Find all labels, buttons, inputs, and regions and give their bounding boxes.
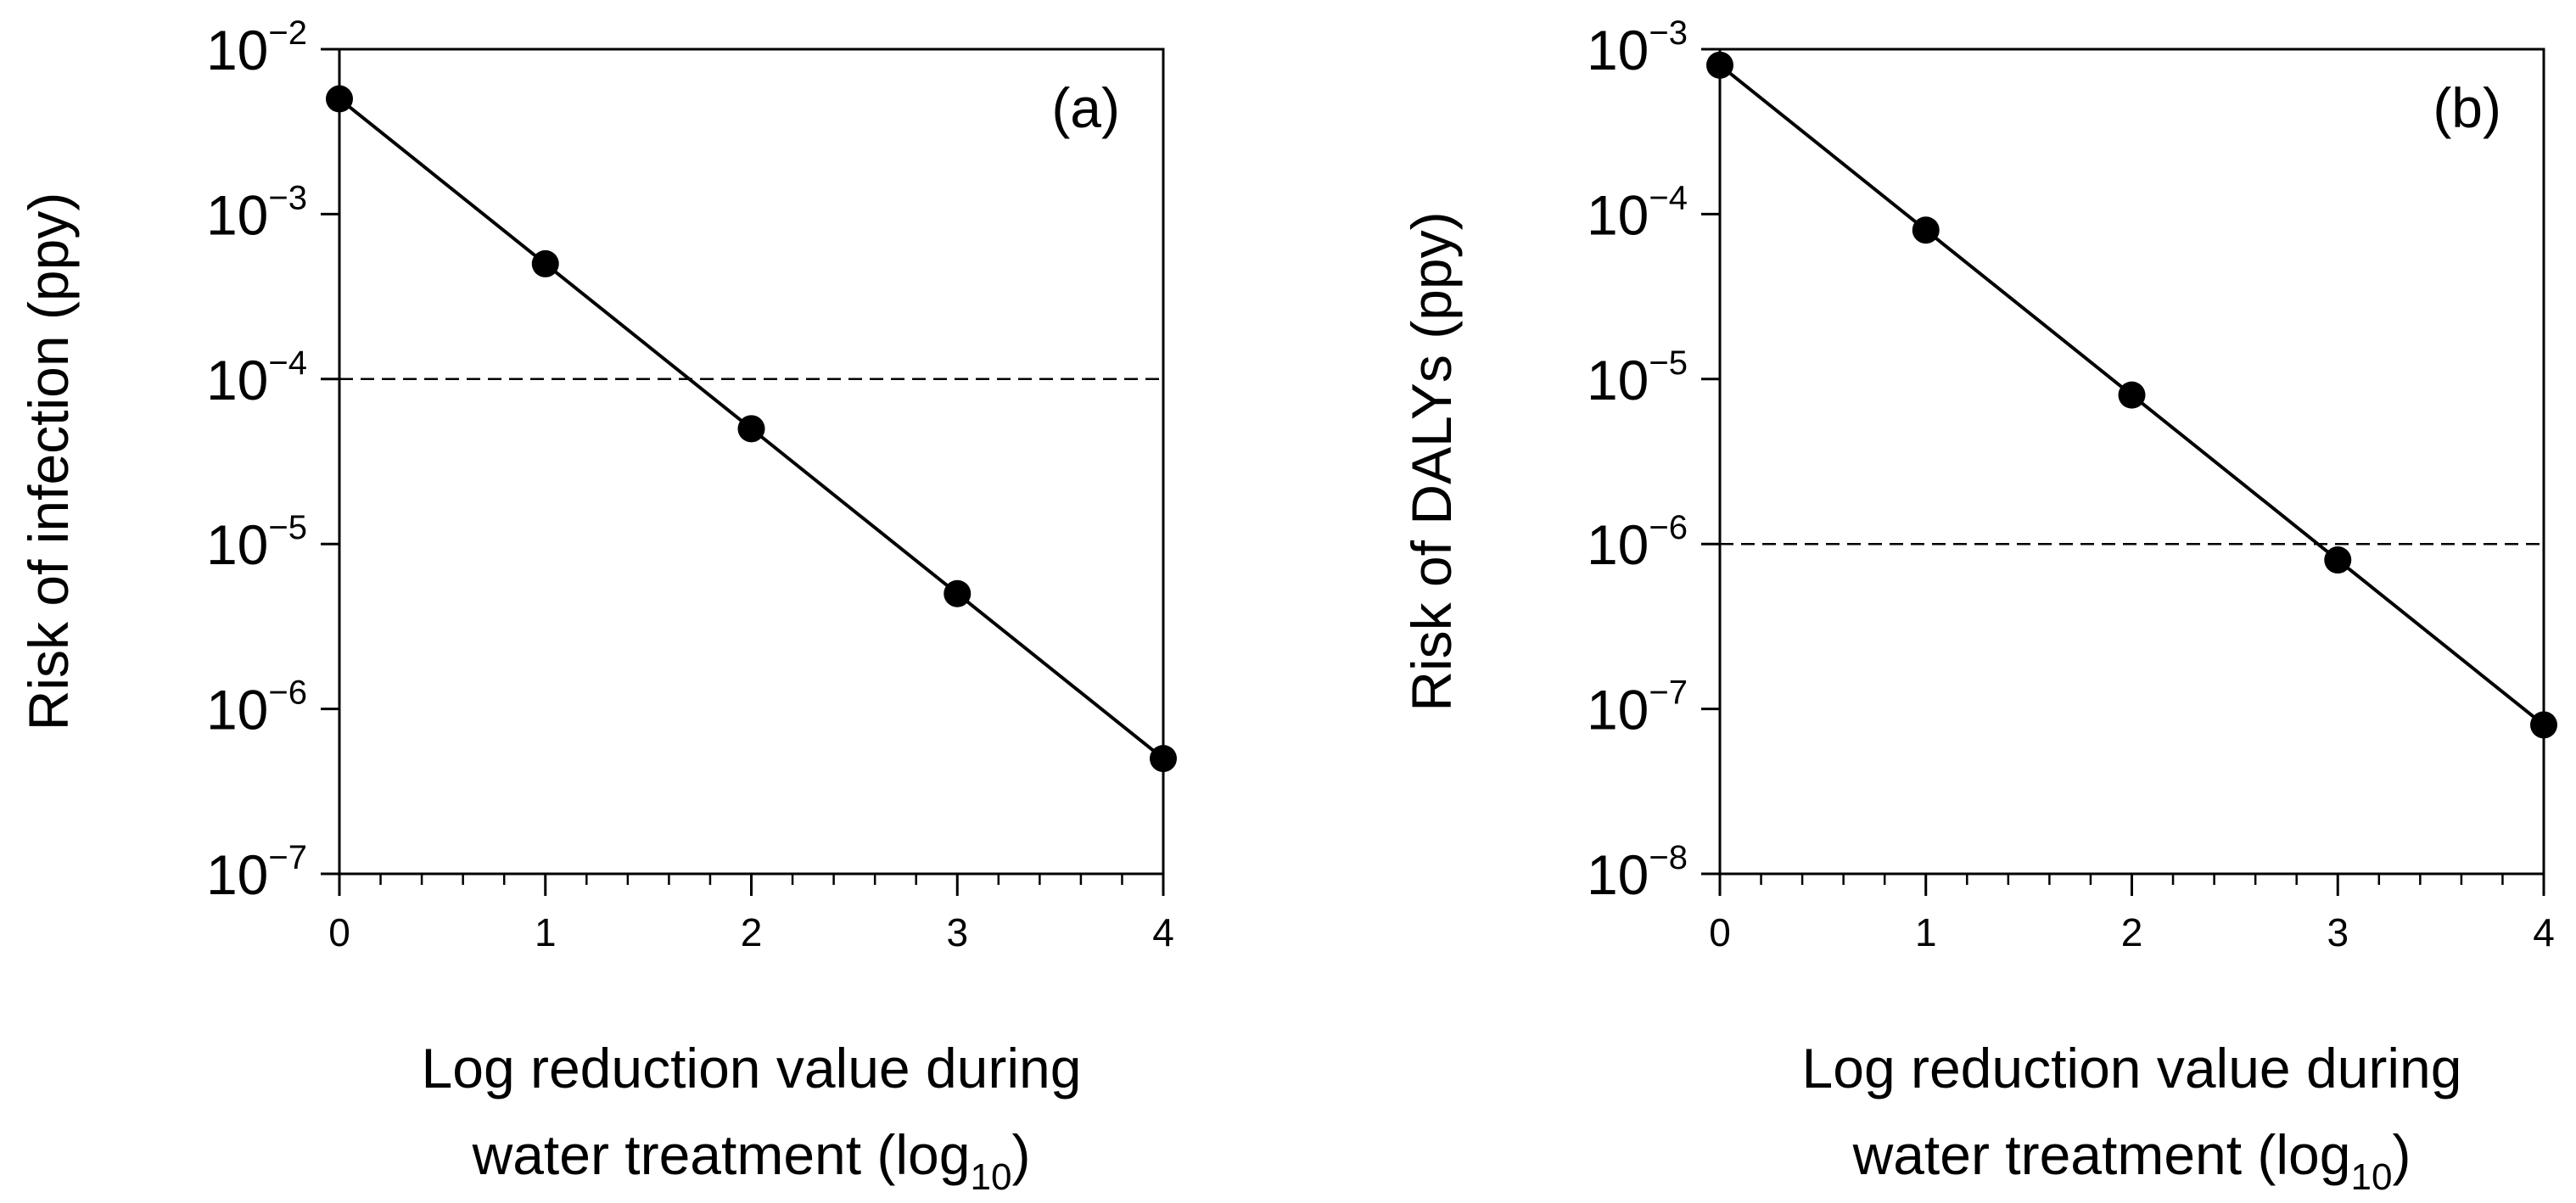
data-point [1912,216,1940,244]
y-tick-exponent: −4 [268,344,307,382]
y-tick-base: 10 [1587,183,1649,246]
data-point [531,249,559,277]
y-tick-base: 10 [1587,19,1649,81]
x-axis-title-suffix: ) [2392,1123,2411,1186]
x-axis-title-line2: water treatment (log10) [472,1123,1031,1198]
x-tick-label: 3 [2327,910,2349,954]
data-point [326,85,353,113]
y-tick-base: 10 [206,183,268,246]
y-tick-label: 10−6 [206,674,307,741]
x-tick-label: 1 [535,910,557,954]
y-tick-exponent: −3 [268,179,307,216]
y-tick-base: 10 [206,679,268,741]
x-tick-label: 2 [741,910,763,954]
x-axis-title-subscript: 10 [2350,1156,2392,1198]
x-tick-label: 4 [2533,910,2555,954]
x-tick-label: 3 [946,910,968,954]
y-tick-exponent: −6 [1649,509,1688,546]
y-tick-base: 10 [1587,349,1649,411]
y-tick-label: 10−7 [1587,674,1688,741]
panel-label: (b) [2433,76,2501,139]
y-tick-base: 10 [1587,843,1649,906]
y-tick-exponent: −4 [1649,179,1688,216]
y-tick-label: 10−4 [206,344,307,411]
panel-a: 0 1 2 3 410−710−610−510−410−310−2(a)Risk of … [17,14,1177,1198]
x-tick-label: 4 [1152,910,1174,954]
x-axis-title-prefix: water treatment (log [1852,1123,2351,1186]
y-tick-exponent: −7 [268,839,307,876]
y-tick-base: 10 [206,513,268,576]
data-point [1706,51,1733,79]
x-axis-title-line2: water treatment (log10) [1852,1123,2411,1198]
data-point [944,579,972,607]
data-point [2530,711,2557,739]
data-point [1150,745,1177,773]
y-tick-label: 10−5 [206,509,307,576]
y-tick-exponent: −7 [1649,674,1688,712]
x-axis-title-line1: Log reduction value during [1802,1037,2462,1099]
x-tick-label: 0 [1709,910,1731,954]
y-tick-exponent: −5 [1649,344,1688,382]
y-tick-label: 10−6 [1587,509,1688,576]
x-axis-title-line1: Log reduction value during [422,1037,1082,1099]
panel-label: (a) [1051,76,1120,139]
y-tick-label: 10−4 [1587,179,1688,246]
y-tick-label: 10−3 [1587,14,1688,81]
plot-frame [338,48,1165,876]
y-tick-exponent: −3 [1649,14,1688,52]
y-axis-title: Risk of DALYs (ppy) [1400,211,1463,711]
x-tick-label: 2 [2121,910,2143,954]
x-axis-title-subscript: 10 [970,1156,1011,1198]
y-tick-base: 10 [206,349,268,411]
data-point [2118,381,2146,409]
y-tick-exponent: −8 [1649,839,1688,876]
y-tick-label: 10−8 [1587,839,1688,906]
y-tick-label: 10−3 [206,179,307,246]
x-tick-label: 0 [328,910,350,954]
x-tick-label: 1 [1915,910,1937,954]
data-point [2324,546,2352,574]
y-tick-exponent: −2 [268,14,307,52]
y-tick-exponent: −5 [268,509,307,546]
y-tick-base: 10 [206,843,268,906]
y-axis-title: Risk of infection (ppy) [17,193,80,731]
y-tick-base: 10 [206,19,268,81]
data-point [737,415,765,443]
panel-b: 0 1 2 3 410−810−710−610−510−410−3(b)Risk of … [1400,14,2557,1198]
x-axis-title-prefix: water treatment (log [472,1123,971,1186]
y-tick-label: 10−2 [206,14,307,81]
plot-frame [1718,48,2545,876]
y-tick-label: 10−5 [1587,344,1688,411]
y-tick-base: 10 [1587,513,1649,576]
y-tick-base: 10 [1587,679,1649,741]
x-axis-title-suffix: ) [1011,1123,1030,1186]
y-tick-label: 10−7 [206,839,307,906]
y-tick-exponent: −6 [268,674,307,712]
